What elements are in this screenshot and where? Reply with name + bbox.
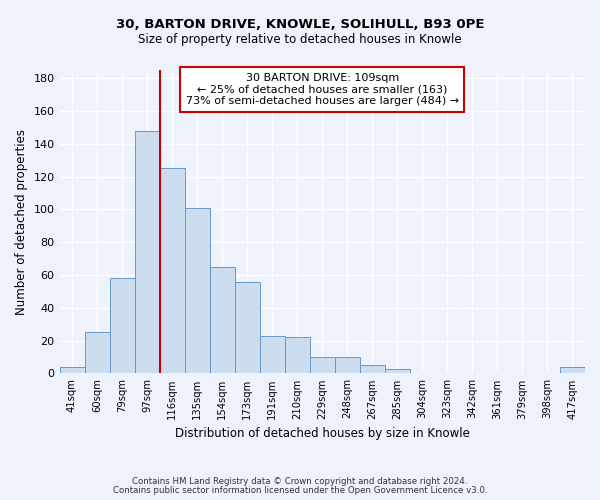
Bar xyxy=(260,336,285,374)
Text: 30 BARTON DRIVE: 109sqm
← 25% of detached houses are smaller (163)
73% of semi-d: 30 BARTON DRIVE: 109sqm ← 25% of detache… xyxy=(186,73,459,106)
Bar xyxy=(185,208,209,374)
Text: Size of property relative to detached houses in Knowle: Size of property relative to detached ho… xyxy=(138,32,462,46)
Bar xyxy=(110,278,134,374)
X-axis label: Distribution of detached houses by size in Knowle: Distribution of detached houses by size … xyxy=(175,427,470,440)
Bar xyxy=(59,367,85,374)
Bar xyxy=(335,357,360,374)
Bar xyxy=(360,365,385,374)
Bar xyxy=(560,367,585,374)
Bar xyxy=(134,130,160,374)
Bar xyxy=(285,338,310,374)
Bar xyxy=(310,357,335,374)
Bar xyxy=(209,267,235,374)
Bar xyxy=(85,332,110,374)
Text: Contains public sector information licensed under the Open Government Licence v3: Contains public sector information licen… xyxy=(113,486,487,495)
Text: Contains HM Land Registry data © Crown copyright and database right 2024.: Contains HM Land Registry data © Crown c… xyxy=(132,477,468,486)
Bar xyxy=(385,368,410,374)
Text: 30, BARTON DRIVE, KNOWLE, SOLIHULL, B93 0PE: 30, BARTON DRIVE, KNOWLE, SOLIHULL, B93 … xyxy=(116,18,484,30)
Y-axis label: Number of detached properties: Number of detached properties xyxy=(15,128,28,314)
Bar xyxy=(160,168,185,374)
Bar xyxy=(235,282,260,374)
